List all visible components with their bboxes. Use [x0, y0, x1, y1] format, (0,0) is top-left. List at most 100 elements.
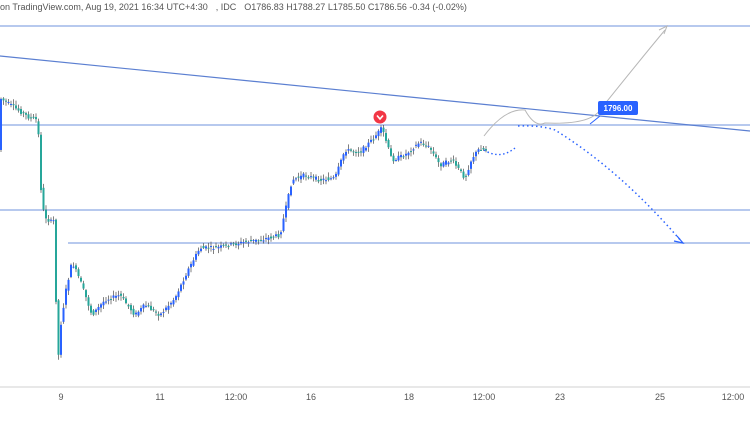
candle-body	[57, 300, 60, 355]
candle-body	[172, 300, 175, 305]
candle-body	[430, 147, 432, 150]
candle-body	[105, 301, 107, 303]
candle-body	[107, 299, 110, 301]
candle-body	[465, 175, 467, 177]
candle-body	[207, 247, 210, 249]
candle-body	[202, 246, 205, 248]
sell-marker	[373, 110, 387, 124]
candle-body	[115, 295, 117, 298]
candle-body	[282, 218, 285, 231]
candle-body	[142, 304, 145, 309]
candle-body	[265, 238, 267, 240]
candle-body	[322, 178, 325, 181]
chevron-down-icon	[376, 114, 384, 121]
candle-body	[72, 266, 75, 268]
candle-body	[187, 268, 190, 276]
candle-body	[450, 160, 452, 162]
candle-body	[225, 244, 227, 246]
candle-body	[100, 304, 102, 308]
candle-body	[20, 109, 22, 114]
candle-body	[360, 151, 362, 153]
x-tick-label: 16	[306, 392, 316, 402]
candle-body	[132, 308, 135, 315]
x-tick-label: 9	[58, 392, 63, 402]
candle-body	[25, 113, 27, 115]
candle-body	[155, 311, 157, 313]
candle-body	[365, 147, 367, 151]
candle-body	[262, 240, 265, 242]
candle-body	[192, 260, 195, 266]
candle-body	[387, 139, 390, 148]
candle-body	[230, 243, 232, 245]
trendline	[0, 55, 750, 132]
price-tag-pointer	[589, 115, 601, 125]
candle-body	[480, 149, 482, 151]
x-tick-label: 11	[155, 392, 164, 402]
candle-body	[427, 145, 430, 147]
x-tick-label: 23	[555, 392, 565, 402]
projection-down-arrow	[673, 235, 685, 244]
candle-body	[240, 241, 242, 244]
candle-body	[412, 149, 415, 151]
candle-body	[392, 155, 395, 162]
projection-short	[483, 147, 516, 156]
candle-body	[140, 308, 142, 312]
candle-body	[175, 296, 177, 300]
candle-body	[255, 239, 257, 242]
candle-body	[147, 305, 150, 307]
candle-body	[452, 159, 455, 161]
candle-body	[77, 269, 80, 277]
candle-body	[270, 236, 272, 239]
candle-body	[232, 243, 235, 245]
candle-body	[200, 248, 202, 252]
candle-body	[212, 249, 215, 251]
candle-body	[50, 219, 52, 221]
candle-body	[400, 154, 402, 158]
header-symbol: , IDC	[215, 2, 237, 12]
candle-body	[242, 242, 245, 244]
candle-body	[357, 151, 360, 153]
candle-body	[285, 205, 287, 218]
candle-body	[407, 152, 410, 156]
candle-body	[472, 157, 475, 162]
candle-body	[315, 176, 317, 180]
candle-body	[30, 117, 32, 119]
candle-body	[367, 142, 370, 148]
candle-body	[112, 295, 115, 298]
candle-body	[167, 305, 170, 310]
candle-body	[157, 313, 160, 316]
candle-body	[97, 307, 100, 311]
candle-body	[162, 311, 165, 313]
x-tick-label: 12:00	[722, 392, 745, 402]
x-tick-label: 12:00	[473, 392, 496, 402]
candle-body	[45, 209, 47, 219]
chart-header: on TradingView.com, Aug 19, 2021 16:34 U…	[0, 2, 475, 12]
candle-body	[455, 161, 457, 166]
candle-body	[117, 295, 120, 297]
candle-body	[377, 130, 380, 137]
candle-body	[0, 98, 2, 150]
candle-body	[462, 171, 465, 178]
projection-down	[517, 125, 683, 243]
candle-body	[205, 246, 207, 249]
candle-body	[62, 307, 65, 322]
candle-body	[297, 176, 300, 178]
candle-body	[160, 313, 162, 316]
candle-body	[165, 307, 167, 311]
candle-body	[340, 159, 342, 167]
x-tick-label: 12:00	[225, 392, 248, 402]
candle-body	[317, 179, 320, 182]
candle-body	[385, 133, 387, 141]
candle-body	[32, 116, 35, 118]
candle-body	[10, 103, 12, 105]
candle-body	[337, 166, 340, 175]
candle-body	[422, 143, 425, 146]
candle-body	[442, 162, 445, 167]
candle-body	[447, 162, 450, 165]
candle-body	[12, 104, 15, 106]
candle-body	[60, 324, 62, 355]
candle-body	[75, 265, 77, 270]
candle-body	[470, 161, 472, 169]
